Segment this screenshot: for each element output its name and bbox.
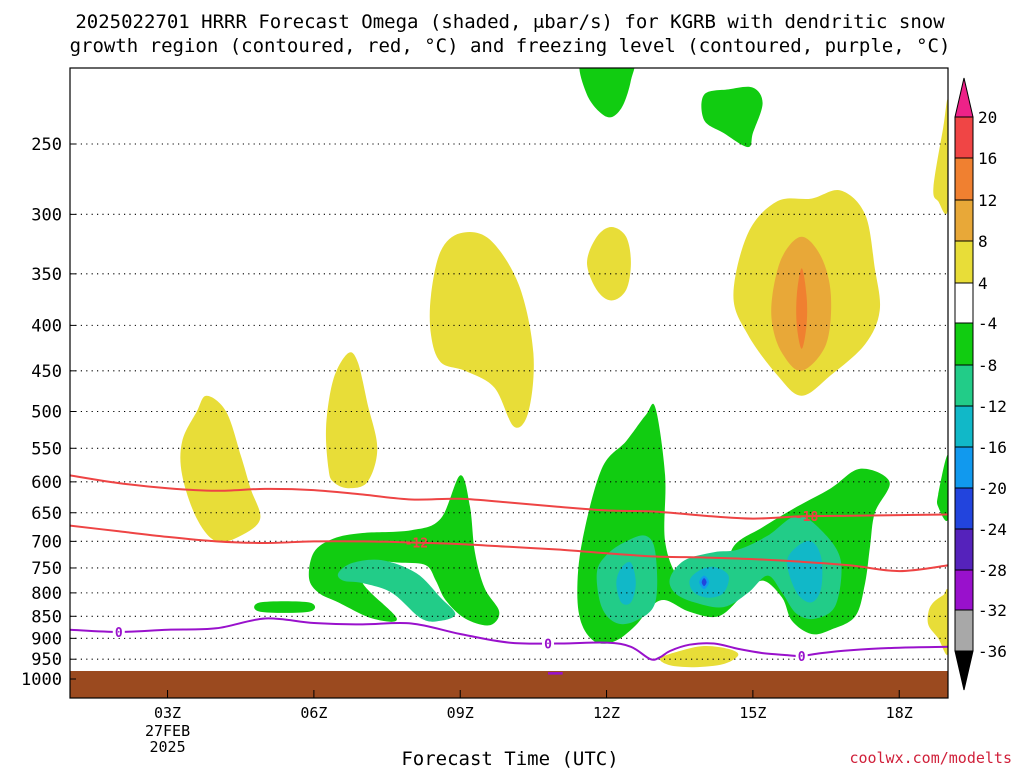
- omega-region-3: [587, 227, 631, 301]
- date-label: 2025: [149, 738, 185, 756]
- chart-title: 2025022701 HRRR Forecast Omega (shaded, …: [75, 11, 945, 33]
- colorbar-label: 4: [978, 274, 988, 293]
- y-tick-label: 300: [31, 205, 62, 225]
- omega-region-23: [701, 578, 707, 587]
- colorbar-segment: [954, 487, 974, 530]
- colorbar-segment: [954, 446, 974, 489]
- colorbar-label: 20: [978, 108, 997, 127]
- x-tick-label: 15Z: [739, 704, 766, 722]
- omega-region-0: [180, 395, 261, 543]
- colorbar-segment: [954, 282, 974, 324]
- omega-region-10: [579, 68, 635, 118]
- omega-region-21: [787, 540, 823, 603]
- colorbar-label: -36: [978, 642, 1007, 661]
- colorbar-segment: [954, 240, 974, 284]
- y-tick-label: 250: [31, 135, 62, 155]
- y-tick-label: 650: [31, 504, 62, 524]
- x-tick-label: 18Z: [886, 704, 913, 722]
- omega-region-16: [337, 559, 456, 622]
- colorbar-segment: [954, 528, 974, 571]
- colorbar-label: -12: [978, 397, 1007, 416]
- colorbar-segment: [954, 77, 974, 118]
- freezing-level-label-2: 0: [798, 650, 806, 665]
- colorbar-label: -32: [978, 601, 1007, 620]
- y-tick-label: 900: [31, 629, 62, 649]
- colorbar: 20 16 12 8 4 -4 -8 -12 -16 -20 -24 -28 -32 -36: [954, 77, 1007, 691]
- colorbar-segment: [954, 650, 974, 691]
- omega-region-8: [927, 589, 948, 655]
- colorbar-label: -4: [978, 314, 997, 333]
- omega-region-13: [308, 475, 500, 626]
- colorbar-label: 8: [978, 232, 988, 251]
- date-label: 27FEB: [145, 722, 190, 740]
- omega-region-20: [689, 566, 729, 598]
- x-axis-label: Forecast Time (UTC): [401, 748, 618, 768]
- colorbar-segment: [954, 609, 974, 652]
- colorbar-segment: [954, 199, 974, 242]
- colorbar-label: 16: [978, 149, 997, 168]
- colorbar-label: -16: [978, 438, 1007, 457]
- dgz-contour-label: -18: [795, 510, 819, 525]
- y-tick-label: 550: [31, 439, 62, 459]
- omega-region-9: [659, 645, 739, 668]
- y-tick-label: 700: [31, 532, 62, 552]
- omega-region-7: [933, 99, 948, 215]
- y-tick-label: 800: [31, 584, 62, 604]
- colorbar-segment: [954, 405, 974, 448]
- colorbar-label: -20: [978, 479, 1007, 498]
- omega-region-2: [429, 231, 534, 428]
- dgz-contour-label: -12: [405, 537, 428, 552]
- omega-region-12: [254, 601, 316, 613]
- dgz-contour-line: [70, 524, 948, 573]
- freezing-level-label-1: 0: [544, 637, 552, 652]
- axes-layer: 2503003504004505005506006507007508008509…: [21, 67, 949, 756]
- y-tick-label: 950: [31, 650, 62, 670]
- omega-region-19: [616, 562, 636, 605]
- y-tick-label: 600: [31, 473, 62, 493]
- omega-region-6: [796, 268, 808, 349]
- colorbar-segment: [954, 157, 974, 201]
- omega-region-1: [325, 352, 378, 489]
- y-tick-label: 850: [31, 607, 62, 627]
- colorbar-label: -8: [978, 356, 997, 375]
- x-tick-label: 09Z: [447, 704, 474, 722]
- y-tick-label: 500: [31, 403, 62, 423]
- chart-subtitle: growth region (contoured, red, °C) and f…: [70, 35, 951, 57]
- freezing-level-label-0: 0: [115, 626, 123, 641]
- colorbar-label: -24: [978, 520, 1007, 539]
- y-tick-label: 750: [31, 559, 62, 579]
- y-tick-label: 450: [31, 362, 62, 382]
- colorbar-segment: [954, 322, 974, 366]
- x-tick-label: 12Z: [593, 704, 620, 722]
- colorbar-label: -28: [978, 561, 1007, 580]
- colorbar-segment: [954, 569, 974, 611]
- omega-region-11: [701, 86, 763, 148]
- omega-shading: [180, 68, 948, 668]
- omega-region-15: [937, 455, 948, 521]
- credit-text: coolwx.com/modelts: [849, 749, 1012, 767]
- y-tick-label: 400: [31, 316, 62, 336]
- contour-layer: -18 -12 0 0 0: [70, 474, 948, 675]
- colorbar-segment: [954, 116, 974, 159]
- x-tick-label: 06Z: [300, 704, 327, 722]
- y-tick-label: 1000: [21, 670, 62, 690]
- dgz-contour-line: [70, 474, 948, 520]
- x-tick-label: 03Z: [154, 704, 181, 722]
- ground-layer: [70, 671, 948, 698]
- colorbar-label: 12: [978, 191, 997, 210]
- y-tick-label: 350: [31, 265, 62, 285]
- ground-strip: [70, 671, 948, 698]
- plot-frame: [69, 67, 949, 699]
- colorbar-segment: [954, 364, 974, 407]
